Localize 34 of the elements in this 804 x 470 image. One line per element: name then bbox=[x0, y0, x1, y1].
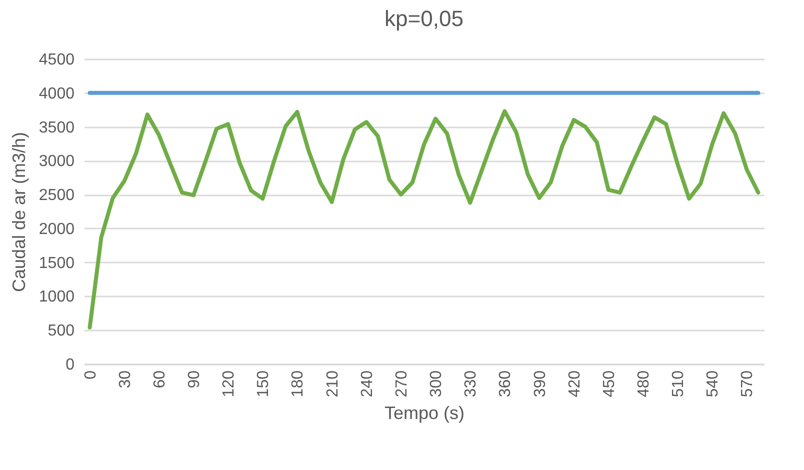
y-tick-label: 3500 bbox=[38, 119, 75, 136]
y-tick-label: 1000 bbox=[38, 288, 75, 306]
x-tick-label: 300 bbox=[428, 370, 446, 398]
x-tick-label: 510 bbox=[670, 370, 688, 398]
x-tick-label: 540 bbox=[704, 370, 722, 398]
x-tick-label: 570 bbox=[739, 370, 756, 398]
x-tick-label: 180 bbox=[290, 370, 307, 398]
x-tick-label: 90 bbox=[186, 370, 203, 388]
y-tick-label: 1500 bbox=[38, 254, 75, 272]
x-tick-label: 360 bbox=[497, 370, 514, 398]
y-tick-label: 3000 bbox=[38, 153, 75, 170]
line-series bbox=[88, 109, 760, 330]
x-tick-label: 150 bbox=[255, 370, 272, 398]
y-axis-title: Caudal de ar (m3/h) bbox=[8, 132, 29, 292]
x-tick-label: 450 bbox=[600, 370, 618, 398]
y-tick-label: 500 bbox=[48, 322, 75, 340]
x-axis-title: Tempo (s) bbox=[384, 403, 465, 424]
x-tick-label: 120 bbox=[220, 370, 238, 398]
x-tick-label: 60 bbox=[151, 370, 168, 388]
y-tick-label: 2500 bbox=[38, 187, 75, 204]
x-tick-label: 240 bbox=[358, 370, 376, 398]
x-tick-label: 0 bbox=[82, 370, 100, 380]
x-tick-label: 270 bbox=[393, 370, 410, 398]
y-tick-label: 0 bbox=[66, 356, 75, 374]
x-tick-label: 210 bbox=[324, 370, 342, 398]
x-tick-label: 330 bbox=[462, 370, 480, 398]
chart-title: kp=0,05 bbox=[384, 6, 464, 31]
x-tick-label: 420 bbox=[566, 370, 584, 398]
y-tick-label: 4000 bbox=[38, 85, 75, 102]
x-tick-label: 30 bbox=[116, 370, 134, 388]
x-tick-label: 480 bbox=[635, 370, 652, 398]
x-tick-label: 390 bbox=[532, 370, 549, 398]
y-tick-label: 2000 bbox=[38, 220, 75, 238]
y-tick-label: 4500 bbox=[38, 52, 75, 68]
